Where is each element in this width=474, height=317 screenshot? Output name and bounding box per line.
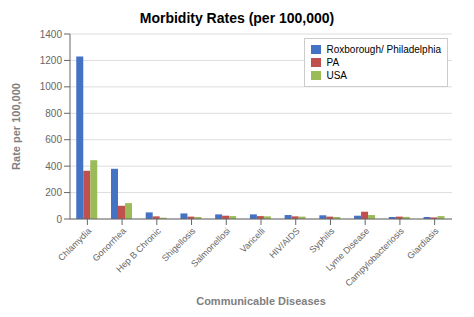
svg-text:Campylobacteriosis: Campylobacteriosis	[343, 226, 406, 289]
svg-text:Salmonellosi: Salmonellosi	[189, 226, 232, 269]
html-text:Morbidity Rates (per 100,000): Morbidity Rates (per 100,000)	[139, 10, 335, 26]
svg-text:Communicable Diseases: Communicable Diseases	[196, 295, 326, 307]
svg-text:200: 200	[45, 187, 62, 198]
svg-text:Rate per 100,000: Rate per 100,000	[10, 83, 22, 170]
svg-text:800: 800	[45, 108, 62, 119]
svg-text:400: 400	[45, 161, 62, 172]
svg-text:Giardiasis: Giardiasis	[405, 226, 441, 262]
svg-text:600: 600	[45, 134, 62, 145]
svg-text:1200: 1200	[40, 55, 63, 66]
svg-text:Shigellosis: Shigellosis	[160, 225, 198, 264]
svg-text:Hep B Chronic: Hep B Chronic	[114, 226, 163, 275]
svg-text:Lyme Disease: Lyme Disease	[323, 225, 372, 273]
html-text:Roxborough/ Philadelphia: Roxborough/ Philadelphia	[326, 44, 441, 55]
svg-text:Chlamydia: Chlamydia	[56, 226, 93, 263]
html-text:PA: PA	[326, 57, 340, 68]
svg-text:1000: 1000	[40, 81, 63, 92]
svg-text:Gonorrhea: Gonorrhea	[90, 225, 128, 264]
svg-text:0: 0	[56, 214, 62, 225]
svg-text:1400: 1400	[40, 29, 63, 40]
svg-text:Syphilis: Syphilis	[307, 226, 336, 255]
svg-text:HIV/AIDS: HIV/AIDS	[267, 226, 301, 260]
html-text:USA: USA	[326, 70, 347, 81]
svg-text:Varicelli: Varicelli	[238, 226, 267, 255]
